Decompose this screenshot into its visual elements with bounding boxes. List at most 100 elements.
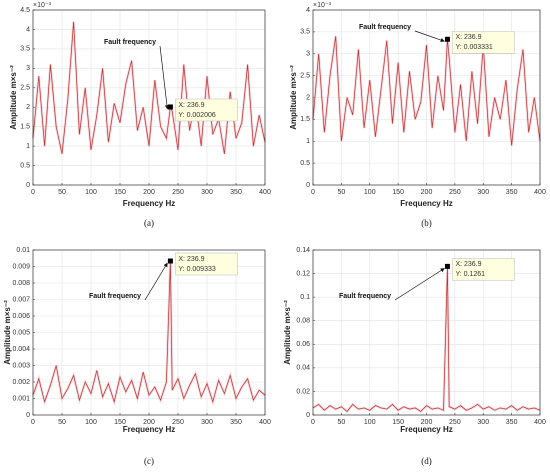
x-tick-label: 400 <box>259 189 271 196</box>
datatip-marker <box>444 263 450 269</box>
x-tick-label: 100 <box>85 419 97 426</box>
y-tick-label: 2.5 <box>300 72 310 79</box>
x-tick-label: 0 <box>311 419 315 426</box>
datatip-text: X: 236.9 <box>455 34 481 41</box>
panel-label: (c) <box>144 456 154 466</box>
datatip-box <box>452 258 515 281</box>
x-tick-label: 350 <box>506 419 518 426</box>
x-tick-label: 350 <box>506 189 518 196</box>
datatip-box <box>175 98 238 122</box>
x-tick-label: 0 <box>31 189 35 196</box>
y-tick-label: 0.06 <box>296 341 310 348</box>
y-tick-label: 0.007 <box>12 296 30 303</box>
y-tick-label: 0 <box>306 412 310 419</box>
spectrum-line <box>32 21 266 154</box>
y-tick-label: 3.5 <box>300 29 310 36</box>
x-tick-label: 150 <box>392 419 404 426</box>
datatip-text: X: 236.9 <box>455 261 481 268</box>
x-axis-label: Frequency Hz <box>400 425 452 434</box>
y-tick-label: 4.5 <box>20 7 30 14</box>
x-tick-label: 300 <box>201 419 213 426</box>
y-tick-label: 0.005 <box>12 329 30 336</box>
datatip-text: X: 236.9 <box>178 256 204 263</box>
y-axis-label: Amplitude m×s⁻² <box>3 300 12 365</box>
y-tick-label: 2 <box>26 104 30 111</box>
x-tick-label: 0 <box>311 189 315 196</box>
x-axis-label: Frequency Hz <box>123 199 175 208</box>
y-tick-label: 0.01 <box>16 247 30 254</box>
y-tick-label: 0.04 <box>296 365 310 372</box>
x-tick-label: 200 <box>143 189 155 196</box>
datatip-marker <box>444 36 450 42</box>
annotation-text: Fault frequency <box>359 24 411 31</box>
y-axis-label: Amplitude m×s⁻² <box>283 300 292 365</box>
y-tick-label: 0 <box>26 412 30 419</box>
x-tick-label: 100 <box>364 189 376 196</box>
x-tick-label: 350 <box>230 189 242 196</box>
x-tick-label: 400 <box>259 419 271 426</box>
datatip-box <box>175 252 238 276</box>
y-axis-label: Amplitude m×s⁻² <box>9 65 18 130</box>
y-tick-label: 0.006 <box>12 313 30 320</box>
x-tick-label: 100 <box>364 419 376 426</box>
y-tick-label: 0.001 <box>12 395 30 402</box>
annotation-arrow <box>394 268 445 301</box>
y-tick-label: 0.5 <box>300 160 310 167</box>
datatip-marker <box>167 258 173 264</box>
x-tick-label: 150 <box>114 419 126 426</box>
panel-label: (d) <box>421 456 432 466</box>
y-tick-label: 1.5 <box>20 124 30 131</box>
plot-frame <box>312 249 541 416</box>
y-tick-label: 2.5 <box>20 85 30 92</box>
y-tick-label: 0.002 <box>12 379 30 386</box>
datatip-box <box>452 31 515 54</box>
y-tick-label: 0.02 <box>296 388 310 395</box>
x-tick-label: 300 <box>477 189 489 196</box>
annotation-text: Fault frequency <box>339 293 391 300</box>
datatip-text: X: 236.9 <box>178 102 204 109</box>
y-tick-label: 3 <box>306 51 310 58</box>
y-tick-label: 1 <box>26 143 30 150</box>
x-tick-label: 400 <box>534 189 546 196</box>
datatip-text: Y: 0.1261 <box>455 271 485 278</box>
y-tick-label: 0.08 <box>296 318 310 325</box>
x-tick-label: 50 <box>58 419 66 426</box>
spectrum-line <box>312 36 541 146</box>
y-tick-label: 1.5 <box>300 116 310 123</box>
annotation-arrow <box>144 262 168 301</box>
annotation-text: Fault frequency <box>104 39 156 46</box>
x-tick-label: 100 <box>85 189 97 196</box>
plot-frame <box>32 249 266 416</box>
annotation-arrow <box>414 30 445 43</box>
datatip-text: Y: 0.009333 <box>178 266 215 273</box>
y-tick-label: 3 <box>26 65 30 72</box>
x-tick-label: 250 <box>449 419 461 426</box>
y-tick-label: 4 <box>26 26 30 33</box>
x-axis-label: Frequency Hz <box>400 199 452 208</box>
y-tick-label: 4 <box>306 7 310 14</box>
y-tick-label: 0.003 <box>12 362 30 369</box>
x-tick-label: 250 <box>172 419 184 426</box>
y-multiplier: ×10⁻³ <box>33 2 52 9</box>
y-tick-label: 0.1 <box>300 294 310 301</box>
datatip-marker <box>167 104 173 110</box>
x-tick-label: 200 <box>143 419 155 426</box>
y-tick-label: 0 <box>26 182 30 189</box>
x-tick-label: 150 <box>392 189 404 196</box>
x-tick-label: 50 <box>58 189 66 196</box>
x-tick-label: 200 <box>421 189 433 196</box>
x-tick-label: 400 <box>534 419 546 426</box>
x-tick-label: 200 <box>421 419 433 426</box>
y-tick-label: 1 <box>306 138 310 145</box>
x-tick-label: 150 <box>114 189 126 196</box>
panel-label: (b) <box>421 218 432 228</box>
plot-frame <box>32 9 266 186</box>
x-tick-label: 50 <box>337 419 345 426</box>
y-tick-label: 0 <box>306 182 310 189</box>
y-axis-label: Amplitude m×s⁻² <box>289 65 298 130</box>
y-tick-label: 2 <box>306 94 310 101</box>
x-axis-label: Frequency Hz <box>123 425 175 434</box>
datatip-text: Y: 0.003331 <box>455 44 492 51</box>
y-tick-label: 0.004 <box>12 346 30 353</box>
